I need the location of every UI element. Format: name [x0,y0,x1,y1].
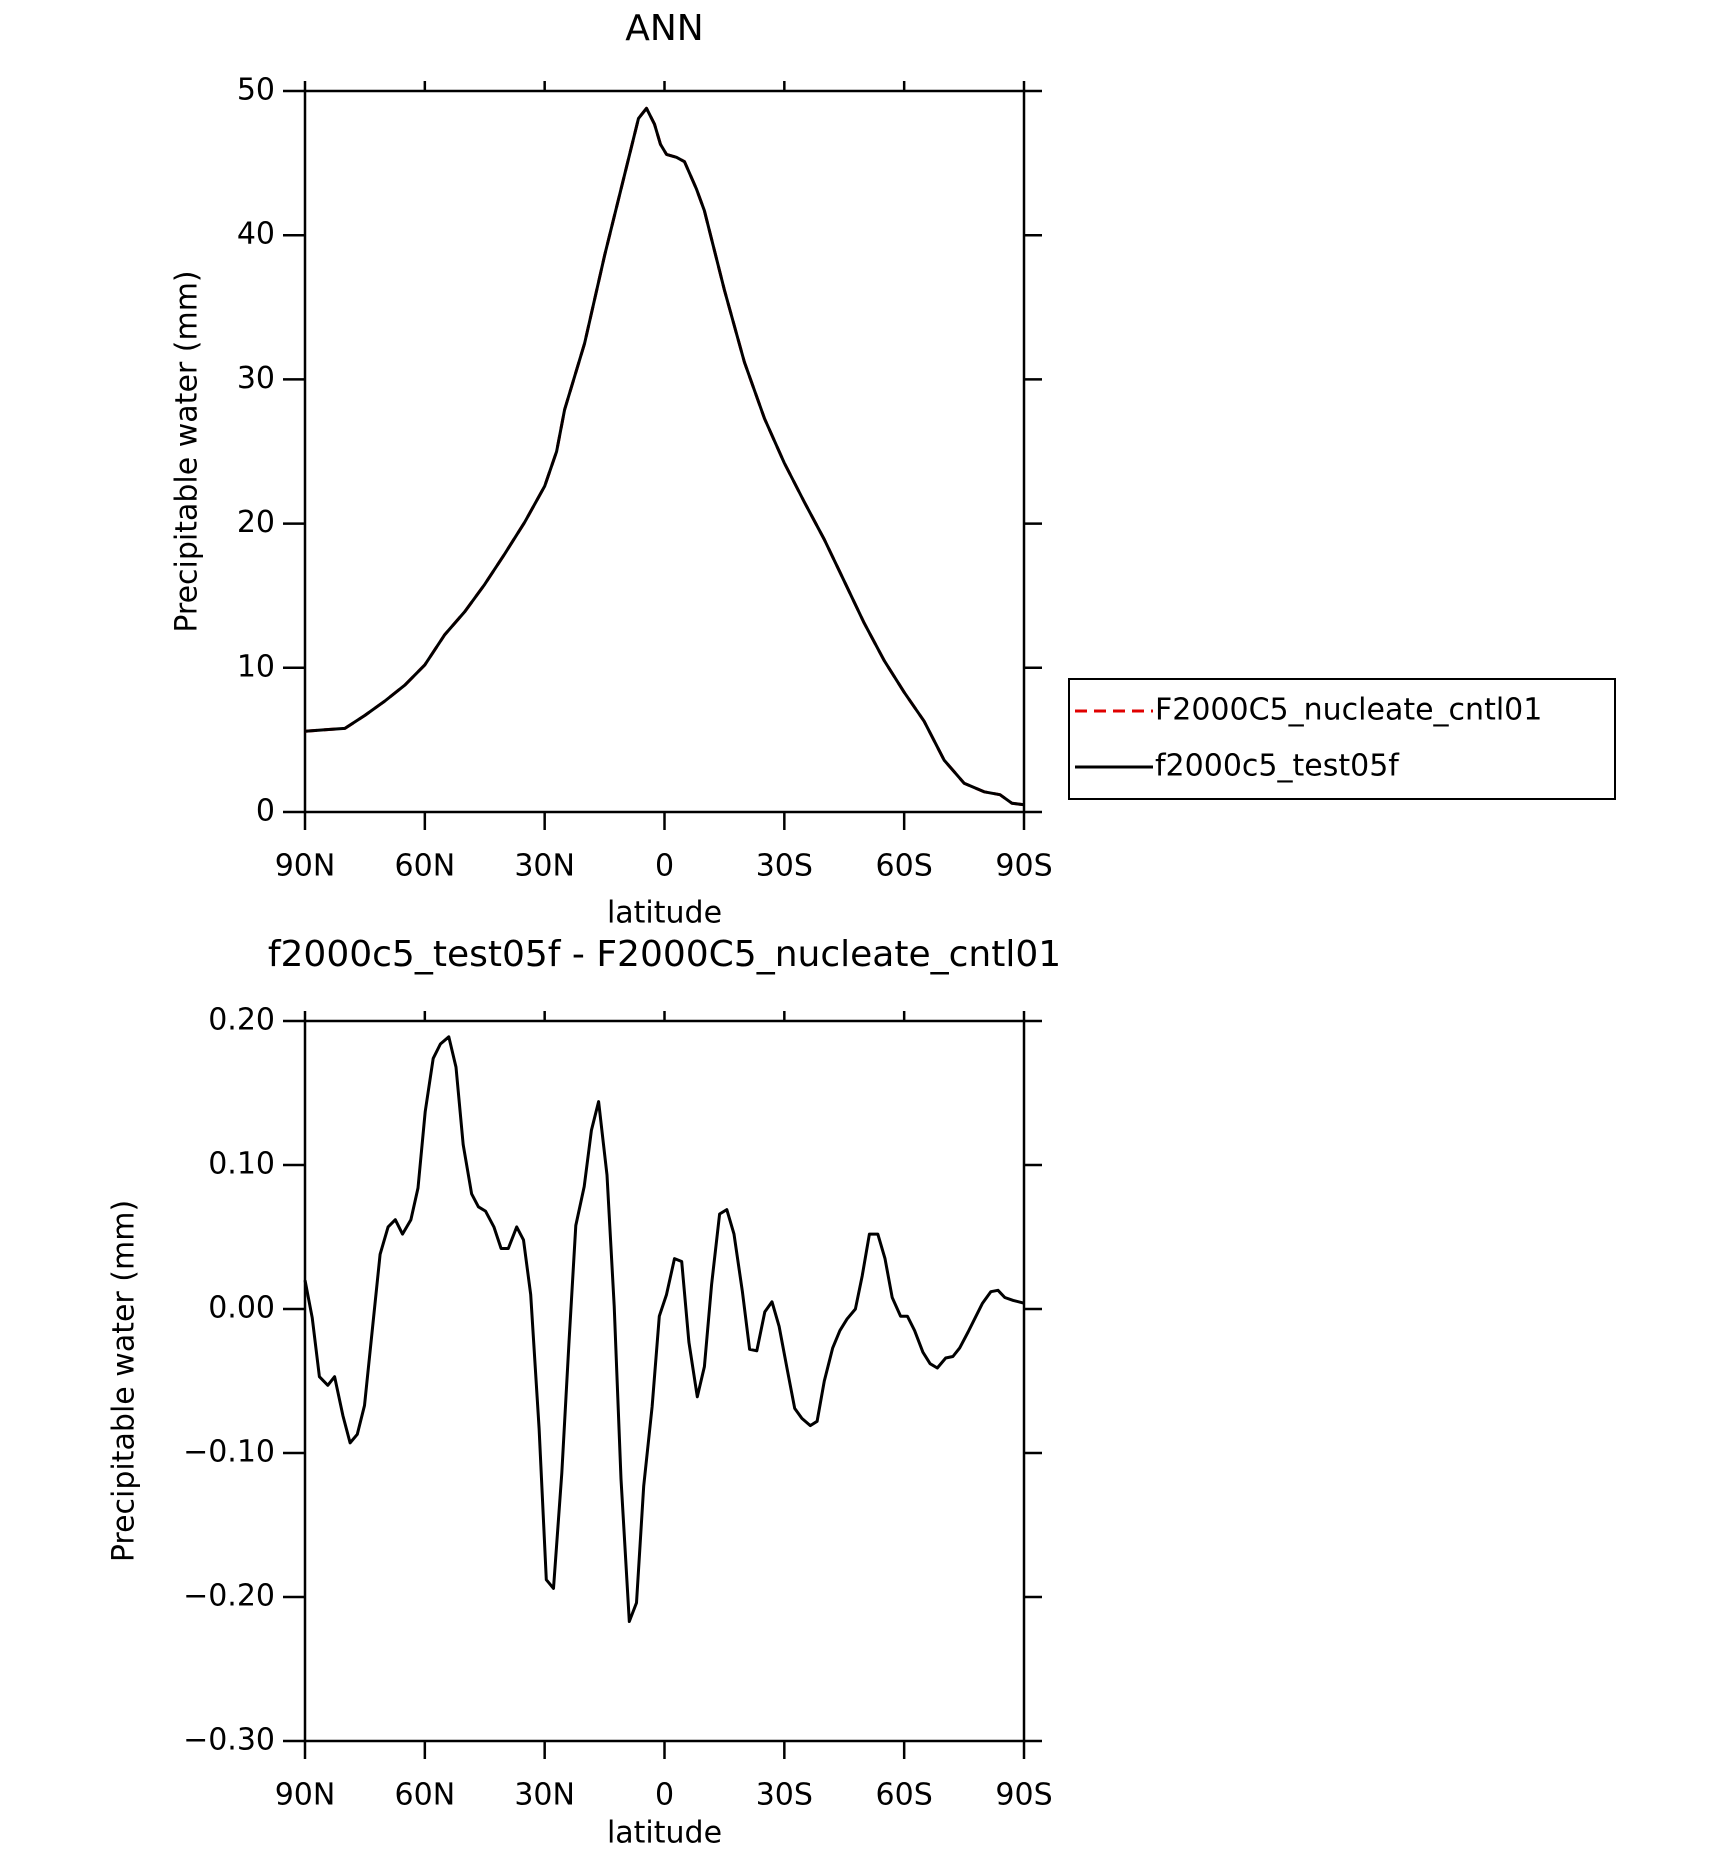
y-tick-label: 50 [237,73,275,108]
series-line [304,106,1025,807]
y-tick-label: 40 [237,217,275,252]
y-tick-label: 30 [237,361,275,396]
x-tick-label: 30S [756,1778,813,1813]
x-tick-label: 30N [514,1778,575,1813]
legend-label: f2000c5_test05f [1155,749,1400,784]
y-tick-label: −0.20 [183,1579,275,1614]
x-tick-label: 90N [275,849,336,884]
x-tick-label: 30N [514,849,575,884]
y-tick-label: 20 [237,505,275,540]
y-axis-label: Precipitable water (mm) [107,1200,142,1562]
y-tick-label: 0 [256,794,275,829]
y-tick-label: 0.00 [208,1291,275,1326]
series-line [303,1035,1025,1623]
y-tick-label: 0.10 [208,1147,275,1182]
y-tick-label: −0.30 [183,1723,275,1758]
x-tick-label: 0 [655,849,674,884]
x-axis-label: latitude [607,1816,722,1850]
y-axis-label: Precipitable water (mm) [170,270,205,632]
x-axis-label: latitude [607,896,722,931]
x-tick-label: 30S [756,849,813,884]
x-tick-label: 90S [995,849,1052,884]
y-tick-label: −0.10 [183,1435,275,1470]
y-tick-label: 0.20 [208,1003,275,1038]
x-tick-label: 60S [876,1778,933,1813]
chart-title: f2000c5_test05f - F2000C5_nucleate_cntl0… [268,934,1061,975]
plot-frame [303,1019,1026,1743]
plot-frame [303,89,1026,814]
x-tick-label: 60N [395,849,456,884]
x-tick-label: 60S [876,849,933,884]
y-tick-label: 10 [237,649,275,684]
chart-title: ANN [625,8,704,49]
x-tick-label: 90S [995,1778,1052,1813]
x-tick-label: 60N [395,1778,456,1813]
x-tick-label: 90N [275,1778,336,1813]
legend-label: F2000C5_nucleate_cntl01 [1155,693,1542,728]
series-line [304,106,1025,807]
x-tick-label: 0 [655,1778,674,1813]
legend-box [1068,678,1616,800]
